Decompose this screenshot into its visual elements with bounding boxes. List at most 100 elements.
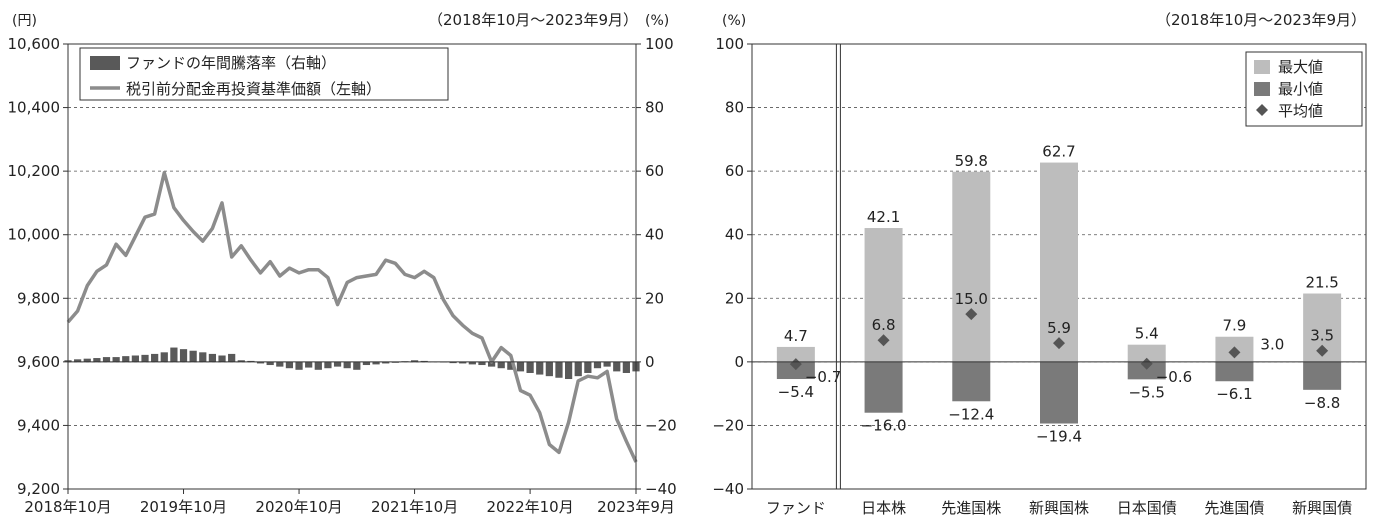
avg-marker: [789, 358, 802, 371]
max-bar: [1040, 162, 1078, 362]
x-tick-label: 2021年10月: [371, 498, 458, 516]
return-bar: [276, 361, 284, 367]
return-bar: [603, 361, 611, 367]
return-bar: [305, 361, 313, 368]
return-bar: [555, 361, 563, 378]
right-chart-unit: (%): [722, 13, 746, 29]
y-tick-label: 40: [725, 226, 744, 244]
right-tick-label: 0: [645, 353, 655, 371]
return-bar: [410, 360, 419, 362]
max-bar: [776, 346, 815, 362]
left-tick-label: 10,600: [8, 35, 61, 53]
return-bar: [584, 361, 592, 373]
avg-marker: [1140, 357, 1153, 370]
avg-marker: [1228, 346, 1241, 359]
min-value-label: −6.1: [1216, 385, 1252, 403]
left-tick-label: 10,200: [8, 162, 61, 180]
max-value-label: 21.5: [1305, 274, 1338, 292]
right-axis-unit: (%): [645, 13, 669, 29]
avg-marker: [1053, 337, 1065, 350]
y-tick-label: 0: [734, 353, 744, 371]
return-bar: [516, 361, 525, 372]
return-bar: [179, 349, 188, 362]
left-chart-legend: ファンドの年間騰落率（右軸） 税引前分配金再投資基準価額（左軸）: [79, 47, 449, 101]
return-bar: [208, 353, 217, 362]
left-tick-label: 10,000: [8, 226, 61, 244]
legend-label-bars: ファンドの年間騰落率（右軸）: [126, 54, 336, 72]
return-bar: [83, 358, 91, 362]
return-bar: [218, 355, 226, 362]
right-tick-label: 40: [645, 226, 664, 244]
return-bar: [497, 361, 505, 369]
left-chart-grid: [68, 107, 636, 426]
category-label: 日本国債: [1117, 499, 1177, 517]
right-chart-axes: 100 80 60 40 20 0 −20 −40 ファンド 日本株 先進国株 新興国株 日本国債 先進国…: [712, 35, 1367, 517]
right-chart-period: （2018年10月～2023年9月）: [1156, 11, 1366, 29]
min-value-label: −16.0: [861, 417, 907, 435]
return-bar: [343, 361, 351, 369]
return-bar: [122, 356, 130, 362]
avg-value-label: 3.0: [1260, 335, 1284, 353]
legend2-label-max: 最大値: [1278, 58, 1323, 76]
max-value-label: 4.7: [784, 327, 808, 345]
avg-value-label: 5.9: [1047, 319, 1071, 337]
min-value-label: −12.4: [948, 405, 994, 423]
left-chart-line: [66, 170, 638, 463]
min-value-label: −8.8: [1304, 394, 1340, 412]
max-value-label: 7.9: [1222, 317, 1246, 335]
min-bar: [1127, 361, 1166, 380]
return-bar: [574, 361, 582, 377]
return-bar: [333, 361, 342, 367]
plot-frame: [67, 43, 637, 490]
y-tick-label: 20: [725, 289, 744, 307]
return-bar: [160, 352, 168, 362]
min-bar: [1040, 361, 1078, 424]
min-bar: [864, 361, 903, 413]
return-bar: [102, 357, 111, 362]
category-label: 新興国株: [1029, 499, 1089, 517]
right-tick-label: 80: [645, 99, 664, 117]
return-bar: [228, 353, 236, 362]
return-bar: [449, 361, 457, 364]
return-bar: [593, 361, 602, 369]
left-tick-label: 9,400: [17, 416, 60, 434]
min-value-label: −19.4: [1036, 428, 1082, 446]
max-value-label: 42.1: [867, 208, 900, 226]
return-bar: [170, 347, 178, 362]
return-bar: [93, 358, 101, 362]
return-bar: [141, 354, 149, 362]
x-tick-label: 2018年10月: [24, 498, 111, 516]
right-tick-label: 20: [645, 289, 664, 307]
right-chart-legend: 最大値 最小値 平均値: [1245, 51, 1363, 127]
category-label: ファンド: [766, 499, 826, 517]
nav-line: [66, 170, 638, 463]
return-bar: [565, 361, 573, 380]
return-bar: [256, 361, 265, 364]
avg-value-label: −0.6: [1156, 368, 1192, 386]
return-bar: [536, 361, 544, 375]
min-value-label: −5.5: [1128, 383, 1164, 401]
legend2-label-min: 最小値: [1278, 80, 1323, 98]
right-tick-label: 100: [645, 35, 674, 53]
plot-frame: [751, 43, 1367, 490]
return-bar: [622, 361, 630, 373]
y-tick-label: 100: [715, 35, 744, 53]
y-tick-label: 60: [725, 162, 744, 180]
left-tick-label: 9,800: [17, 289, 60, 307]
return-bar: [487, 361, 496, 367]
return-bar: [285, 361, 294, 369]
return-bar: [478, 361, 486, 366]
return-bar: [266, 361, 274, 366]
category-label: 先進国債: [1204, 499, 1264, 517]
avg-marker: [1316, 344, 1329, 357]
x-tick-label: 2023年9月: [597, 498, 675, 516]
return-bar: [507, 361, 515, 370]
avg-value-label: −0.7: [805, 368, 841, 386]
avg-value-label: 6.8: [872, 316, 896, 334]
category-label: 日本株: [861, 499, 906, 517]
right-tick-label: 60: [645, 162, 664, 180]
min-bar: [776, 361, 815, 380]
return-bar: [237, 360, 245, 362]
category-label: 先進国株: [941, 499, 1001, 517]
